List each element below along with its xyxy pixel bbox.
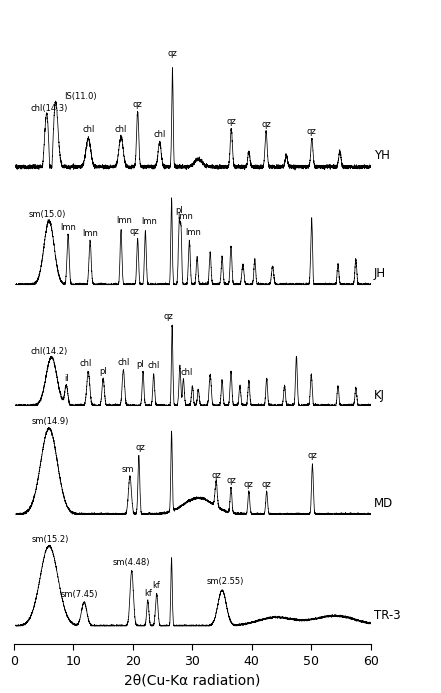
Text: qz: qz (307, 451, 318, 460)
Text: qz: qz (135, 443, 145, 452)
Text: chl(14.3): chl(14.3) (30, 104, 68, 113)
Text: chl: chl (180, 368, 193, 377)
Text: sm: sm (122, 466, 135, 475)
Text: chl: chl (147, 361, 160, 370)
Text: kf: kf (144, 588, 152, 597)
Text: chl: chl (82, 125, 94, 134)
Text: qz: qz (307, 128, 317, 137)
Text: MD: MD (374, 497, 393, 510)
Text: qz: qz (211, 471, 221, 480)
Text: il: il (64, 374, 69, 383)
Text: sm(4.48): sm(4.48) (113, 559, 150, 568)
Text: lmn: lmn (177, 212, 193, 221)
Text: qz: qz (244, 480, 254, 489)
Text: IS(11.0): IS(11.0) (64, 92, 97, 101)
Text: sm(15.0): sm(15.0) (29, 210, 66, 219)
Text: chl: chl (115, 125, 127, 134)
X-axis label: 2θ(Cu-Kα radiation): 2θ(Cu-Kα radiation) (124, 674, 261, 687)
Text: sm(15.2): sm(15.2) (32, 535, 69, 544)
Text: qz: qz (261, 120, 271, 129)
Text: lmn: lmn (82, 229, 98, 238)
Text: pl: pl (176, 206, 183, 215)
Text: lmn: lmn (60, 223, 76, 232)
Text: sm(2.55): sm(2.55) (206, 577, 244, 586)
Text: kf: kf (153, 581, 161, 590)
Text: qz: qz (164, 312, 173, 321)
Text: YH: YH (374, 149, 389, 162)
Text: qz: qz (133, 100, 142, 109)
Text: KJ: KJ (374, 389, 385, 402)
Text: chl: chl (117, 358, 130, 367)
Text: pl: pl (136, 360, 144, 369)
Text: qz: qz (226, 117, 236, 126)
Text: sm(14.9): sm(14.9) (32, 417, 69, 426)
Text: qz: qz (130, 227, 139, 236)
Text: pl: pl (99, 367, 107, 376)
Text: TR-3: TR-3 (374, 609, 400, 622)
Text: JH: JH (374, 267, 386, 281)
Text: lmn: lmn (116, 216, 132, 225)
Text: lmn: lmn (142, 217, 157, 226)
Text: qz: qz (168, 49, 177, 58)
Text: lmn: lmn (186, 228, 202, 237)
Text: qz: qz (226, 476, 236, 485)
Text: chl(14.2): chl(14.2) (30, 347, 68, 356)
Text: chl: chl (153, 130, 166, 139)
Text: sm(7.45): sm(7.45) (60, 590, 98, 599)
Text: qz: qz (262, 480, 272, 489)
Text: chl: chl (79, 359, 91, 368)
